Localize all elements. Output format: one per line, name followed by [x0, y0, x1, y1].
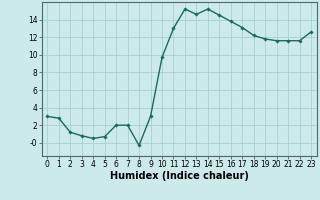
- X-axis label: Humidex (Indice chaleur): Humidex (Indice chaleur): [110, 171, 249, 181]
